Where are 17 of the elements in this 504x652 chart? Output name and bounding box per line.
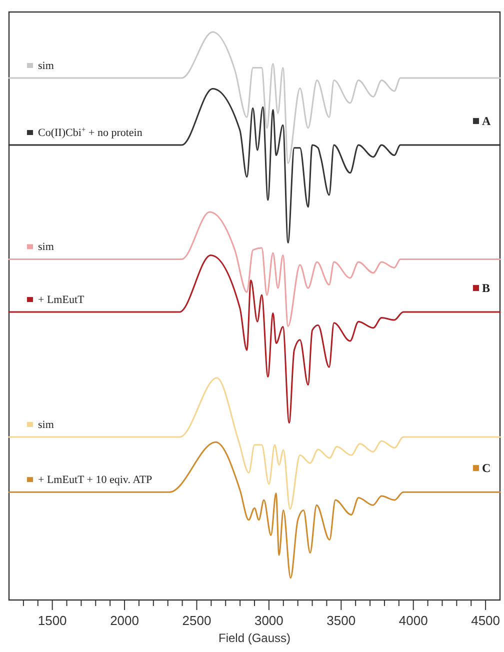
x-tick-label: 2500 [182, 613, 212, 628]
x-axis-title: Field (Gauss) [218, 631, 291, 645]
annotation: A [482, 114, 491, 128]
x-tick-label: 1500 [38, 613, 67, 628]
legend-label: Co(II)Cbi$^{+}$ + no protein [38, 124, 143, 140]
annotation: C [482, 461, 491, 476]
x-tick-label: 2000 [110, 613, 139, 628]
x-tick-label: 4500 [471, 613, 500, 628]
legend-label: + LmEutT [38, 294, 85, 306]
x-tick-label: 4000 [398, 613, 428, 628]
annotation: B [482, 281, 490, 296]
legend-label: sim [38, 418, 54, 431]
legend-label: sim [38, 60, 54, 72]
x-tick-label: 3500 [326, 613, 356, 628]
x-tick-label: 3000 [254, 613, 284, 628]
legend-label: sim [38, 241, 54, 254]
legend-label: + LmEutT + 10 eqiv. ATP [38, 474, 152, 486]
